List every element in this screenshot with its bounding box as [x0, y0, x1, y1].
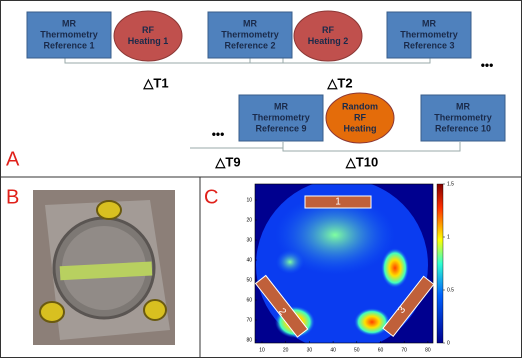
colorbar-tick-label: 0 — [447, 340, 450, 346]
node-text: MR — [456, 101, 470, 111]
interval-label: △T2 — [326, 75, 352, 90]
node-text: RF — [322, 25, 334, 35]
colorbar-tick-label: 0.5 — [447, 287, 454, 293]
x-tick-label: 30 — [307, 347, 313, 353]
y-tick-label: 70 — [246, 317, 252, 323]
node-text: Thermometry — [400, 29, 458, 39]
node-text: Reference 3 — [403, 40, 454, 50]
node-text: RF — [354, 112, 366, 122]
x-tick-label: 70 — [401, 347, 407, 353]
node-text: Thermometry — [221, 29, 279, 39]
node-text: Random — [342, 101, 378, 111]
node-text: Thermometry — [252, 112, 310, 122]
colorbar-tick-label: 1.5 — [447, 181, 454, 187]
y-tick-label: 40 — [246, 257, 252, 263]
y-tick-label: 20 — [246, 217, 252, 223]
node-text: RF — [142, 25, 154, 35]
node-text: Heating 2 — [308, 36, 349, 46]
interval-label: △T9 — [214, 154, 240, 169]
node-text: Reference 2 — [224, 40, 275, 50]
node-text: MR — [422, 18, 436, 28]
node-text: Heating 1 — [128, 36, 169, 46]
node-text: Thermometry — [40, 29, 98, 39]
y-tick-label: 80 — [246, 337, 252, 343]
node-text: MR — [243, 18, 257, 28]
node-text: Reference 9 — [255, 123, 306, 133]
y-tick-label: 10 — [246, 197, 252, 203]
y-tick-label: 60 — [246, 297, 252, 303]
node-text: Thermometry — [434, 112, 492, 122]
x-tick-label: 80 — [425, 347, 431, 353]
node-text: MR — [274, 101, 288, 111]
colorbar-tick-label: 1 — [447, 234, 450, 240]
x-tick-label: 50 — [354, 347, 360, 353]
panel-label: C — [204, 186, 218, 208]
panel-label: B — [6, 186, 19, 208]
interval-label: △T10 — [345, 154, 378, 169]
node-text: MR — [62, 18, 76, 28]
ellipsis: ••• — [481, 58, 494, 72]
y-tick-label: 30 — [246, 237, 252, 243]
y-tick-label: 50 — [246, 277, 252, 283]
node-text: Reference 1 — [43, 40, 94, 50]
x-tick-label: 40 — [330, 347, 336, 353]
panel-label: A — [6, 148, 20, 170]
node-text: Heating — [343, 123, 376, 133]
region-label: 1 — [335, 197, 341, 208]
x-tick-label: 20 — [283, 347, 289, 353]
node-text: Reference 10 — [435, 123, 491, 133]
x-tick-label: 10 — [259, 347, 265, 353]
x-tick-label: 60 — [378, 347, 384, 353]
interval-label: △T1 — [142, 75, 168, 90]
photo — [33, 190, 175, 345]
ellipsis: ••• — [212, 127, 225, 141]
figure: A B C 123 MRThermo — [0, 0, 522, 358]
